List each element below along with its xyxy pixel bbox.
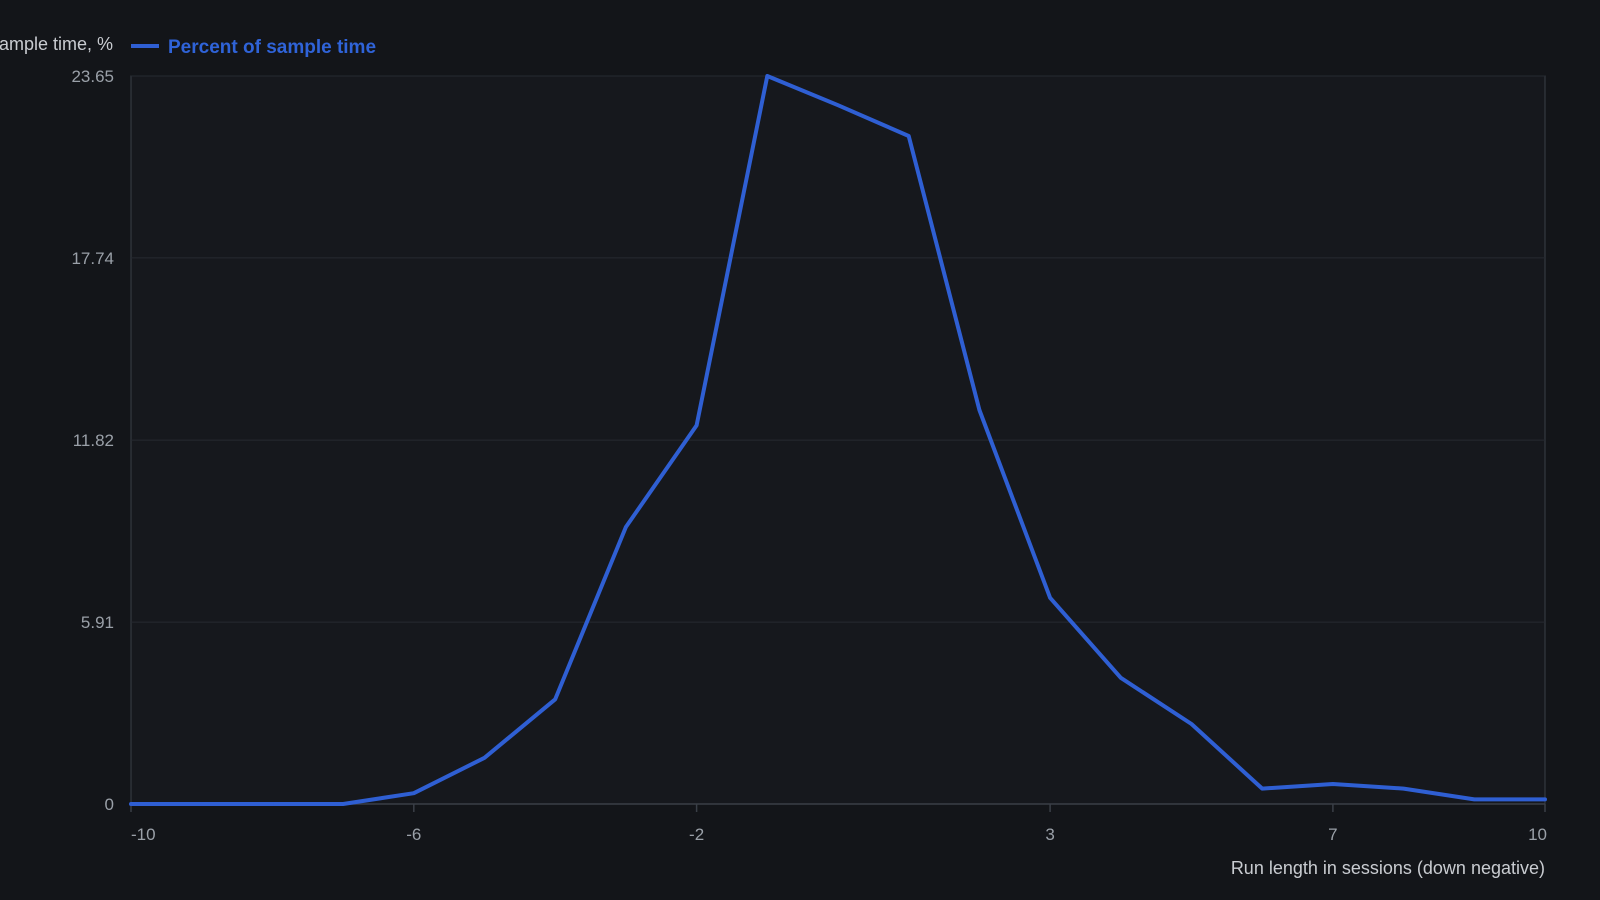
y-tick-label: 17.74 [71, 249, 114, 268]
data-point [553, 697, 557, 701]
data-point [695, 423, 699, 427]
data-point [977, 408, 981, 412]
x-tick-label: 10 [1528, 825, 1547, 844]
data-point [200, 802, 204, 806]
data-point [1260, 787, 1264, 791]
data-point [1331, 782, 1335, 786]
data-point [1543, 797, 1547, 801]
data-point [765, 74, 769, 78]
data-point [270, 802, 274, 806]
data-point [1048, 596, 1052, 600]
data-point [1472, 797, 1476, 801]
x-axis-title: Run length in sessions (down negative) [1231, 858, 1545, 878]
data-point [483, 756, 486, 760]
x-tick-label: 3 [1045, 825, 1054, 844]
data-point [907, 134, 911, 138]
x-tick-label: -10 [131, 825, 156, 844]
data-point [129, 802, 133, 806]
data-point [341, 802, 345, 806]
y-tick-label: 23.65 [71, 67, 114, 86]
legend-label: Percent of sample time [168, 37, 376, 58]
y-tick-label: 0 [105, 795, 114, 814]
data-point [836, 103, 840, 107]
y-tick-label: 11.82 [73, 431, 114, 450]
x-tick-label: -2 [689, 825, 704, 844]
x-tick-label: -6 [406, 825, 421, 844]
data-point [412, 791, 416, 795]
data-point [1190, 722, 1193, 726]
data-point [1119, 676, 1123, 680]
x-tick-label: 7 [1328, 825, 1337, 844]
data-point [624, 525, 628, 529]
y-axis-title: ample time, % [0, 34, 113, 54]
y-tick-label: 5.91 [81, 613, 114, 632]
data-point [1402, 787, 1406, 791]
